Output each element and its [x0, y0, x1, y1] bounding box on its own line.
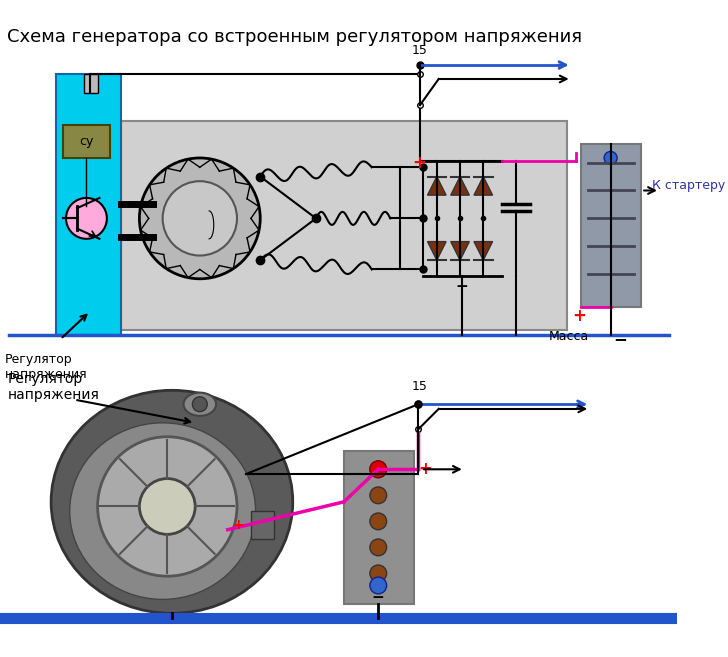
Ellipse shape [183, 393, 216, 416]
Text: К стартеру: К стартеру [652, 179, 726, 193]
Text: +: + [232, 518, 244, 532]
Bar [581, 144, 641, 307]
Polygon shape [427, 177, 446, 195]
Bar [251, 511, 274, 539]
Ellipse shape [51, 390, 293, 614]
Text: Регулятор
напряжения: Регулятор напряжения [7, 372, 99, 402]
Text: −: − [614, 330, 628, 348]
Text: +: + [418, 461, 432, 478]
Ellipse shape [70, 423, 256, 599]
Circle shape [370, 513, 387, 530]
Text: −: − [456, 279, 468, 294]
Circle shape [370, 461, 387, 478]
Bar [344, 451, 414, 604]
Circle shape [370, 461, 387, 478]
Circle shape [98, 437, 237, 576]
Circle shape [192, 397, 207, 412]
Bar [0, 358, 676, 618]
Bar [84, 74, 98, 93]
Circle shape [370, 565, 387, 581]
Text: су: су [79, 135, 94, 148]
Circle shape [604, 152, 617, 164]
Text: +: + [413, 154, 427, 172]
Circle shape [139, 158, 260, 279]
Bar [56, 74, 121, 334]
Text: 15: 15 [412, 44, 428, 57]
Polygon shape [451, 177, 470, 195]
Text: 15: 15 [412, 380, 428, 394]
Text: Регулятор
напряжения: Регулятор напряжения [4, 353, 87, 381]
Circle shape [139, 478, 195, 534]
Polygon shape [427, 242, 446, 260]
Circle shape [66, 198, 107, 238]
Polygon shape [474, 177, 493, 195]
Text: +: + [572, 307, 586, 325]
Circle shape [370, 539, 387, 556]
Polygon shape [451, 242, 470, 260]
Polygon shape [474, 242, 493, 260]
Text: Масса: Масса [548, 330, 588, 343]
Circle shape [370, 577, 387, 594]
Bar [121, 121, 567, 330]
Text: −: − [372, 590, 384, 605]
Circle shape [370, 487, 387, 504]
Bar [63, 125, 110, 158]
Circle shape [162, 181, 237, 256]
Text: Схема генератора со встроенным регулятором напряжения: Схема генератора со встроенным регулятор… [7, 28, 582, 46]
